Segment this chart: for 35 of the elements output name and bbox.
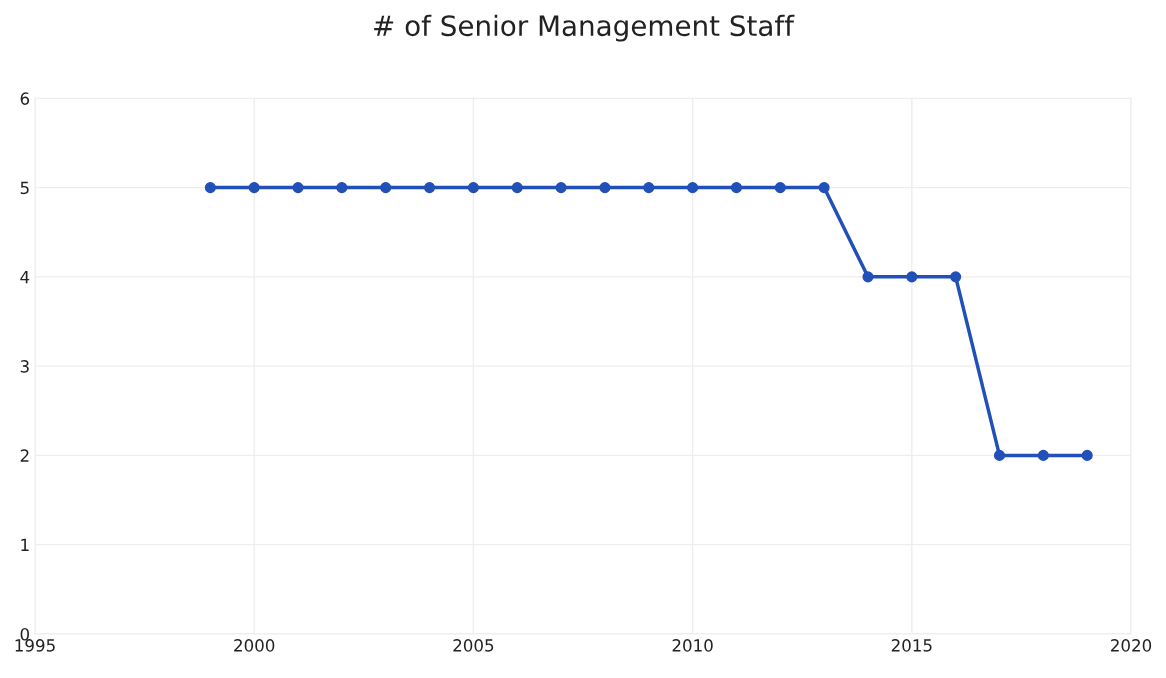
point [950, 271, 962, 283]
point [204, 182, 216, 194]
point [292, 182, 304, 194]
y-tick-label: 6 [20, 92, 30, 105]
x-tick-label: 1995 [15, 639, 55, 652]
point [906, 271, 918, 283]
y-tick-label: 3 [20, 360, 29, 373]
x-tick-label: 2005 [453, 639, 494, 652]
point [730, 182, 743, 194]
point [643, 182, 655, 194]
point [1081, 449, 1093, 461]
y-tick-label: 2 [20, 449, 29, 462]
chart-title: # of Senior Management Staff [374, 14, 795, 42]
point [862, 271, 874, 283]
point [467, 182, 479, 194]
point [511, 182, 523, 194]
point [599, 182, 611, 194]
x-tick-label: 2010 [672, 639, 713, 652]
point [818, 182, 830, 194]
point [687, 182, 699, 194]
x-tick-label: 2000 [234, 639, 275, 652]
y-tick-label: 4 [20, 271, 30, 284]
point [774, 182, 786, 194]
point [423, 182, 436, 194]
point [555, 182, 567, 194]
y-tick-label: 0 [20, 627, 30, 641]
y-tick-label: 1 [21, 538, 29, 551]
point [248, 182, 260, 194]
point [380, 182, 392, 194]
y-tick-label: 5 [20, 181, 29, 195]
point [1037, 449, 1049, 461]
x-tick-label: 2020 [1111, 639, 1152, 652]
point [993, 449, 1006, 461]
x-tick-label: 2015 [891, 639, 932, 652]
point [336, 182, 348, 194]
